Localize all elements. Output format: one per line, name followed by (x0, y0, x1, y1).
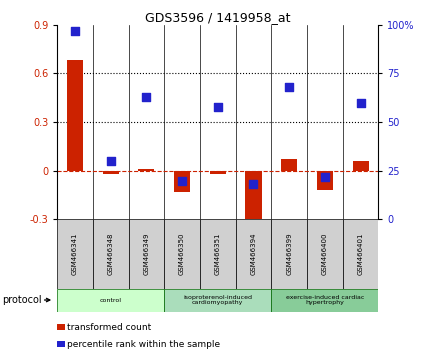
Bar (164, 289, 271, 312)
FancyArrowPatch shape (44, 298, 50, 302)
Point (286, 84, 293, 90)
Point (357, 100, 364, 105)
Text: GSM466399: GSM466399 (286, 233, 292, 275)
Text: exercise-induced cardiac
hypertrophy: exercise-induced cardiac hypertrophy (286, 295, 364, 306)
Point (321, 174, 328, 179)
Bar (67, 61, 83, 171)
Text: GSM466351: GSM466351 (215, 233, 221, 275)
Text: GSM466400: GSM466400 (322, 233, 328, 275)
Point (250, 182, 257, 187)
Bar (307, 219, 343, 289)
Text: GSM466348: GSM466348 (108, 233, 114, 275)
Bar (317, 171, 333, 190)
Text: isoproterenol-induced
cardiomyopathy: isoproterenol-induced cardiomyopathy (183, 295, 252, 306)
Bar (271, 219, 307, 289)
Bar (246, 171, 261, 228)
Bar (271, 289, 378, 312)
Text: control: control (100, 297, 122, 303)
Text: GSM466341: GSM466341 (72, 233, 78, 275)
Bar (352, 161, 369, 171)
Bar (57, 219, 93, 289)
Bar (281, 159, 297, 171)
Text: transformed count: transformed count (67, 323, 151, 332)
Bar (93, 219, 128, 289)
Point (214, 104, 221, 109)
Text: GSM466401: GSM466401 (358, 233, 363, 275)
Text: percentile rank within the sample: percentile rank within the sample (67, 340, 220, 349)
Bar (128, 219, 164, 289)
Bar (139, 169, 154, 171)
Bar (343, 219, 378, 289)
Bar (210, 171, 226, 174)
Bar (57, 289, 164, 312)
Point (72, 28, 79, 33)
Text: GSM466349: GSM466349 (143, 233, 150, 275)
Bar (236, 219, 271, 289)
Point (107, 158, 114, 164)
Title: GDS3596 / 1419958_at: GDS3596 / 1419958_at (145, 11, 290, 24)
Bar (164, 219, 200, 289)
Bar (200, 219, 236, 289)
Point (143, 94, 150, 99)
Point (179, 178, 186, 183)
Text: GSM466350: GSM466350 (179, 233, 185, 275)
Text: GSM466394: GSM466394 (250, 233, 257, 275)
Bar (103, 171, 119, 174)
Bar (174, 171, 190, 192)
Text: protocol: protocol (2, 295, 42, 305)
